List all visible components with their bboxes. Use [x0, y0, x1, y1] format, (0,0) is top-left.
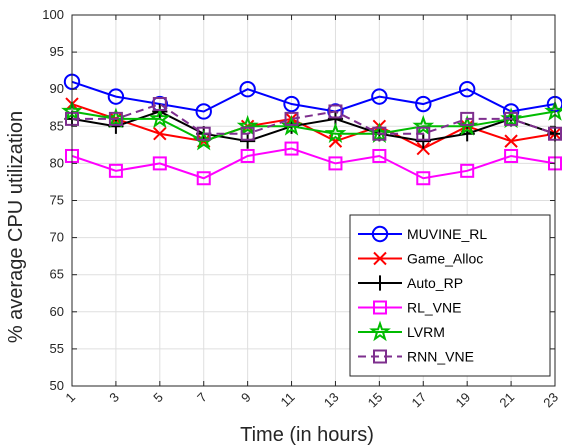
- data-point-rl-vne: [504, 148, 519, 163]
- y-tick-label: 65: [50, 267, 64, 282]
- y-tick-label: 85: [50, 118, 64, 133]
- data-point-rnn-vne: [108, 111, 123, 126]
- legend-entry-lvrm: LVRM: [358, 320, 445, 342]
- legend-box: [349, 214, 551, 377]
- data-point-rnn-vne: [284, 111, 299, 126]
- data-point-muvine-rl: [239, 81, 256, 98]
- legend-label-rl-vne: RL_VNE: [407, 300, 461, 316]
- legend-marker-rnn-vne: [373, 349, 387, 364]
- data-point-muvine-rl: [371, 88, 388, 105]
- data-point-muvine-rl: [195, 103, 212, 120]
- data-point-lvrm: [148, 107, 171, 129]
- y-tick-label: 75: [50, 193, 64, 208]
- y-tick-label: 60: [50, 304, 64, 319]
- legend-entry-rl-vne: RL_VNE: [358, 300, 461, 316]
- data-point-rnn-vne: [196, 126, 211, 141]
- y-axis-label: % average CPU utilization: [5, 111, 27, 343]
- data-point-game-alloc: [504, 134, 518, 148]
- y-tick-label: 95: [50, 44, 64, 59]
- data-point-rl-vne: [372, 148, 387, 163]
- data-point-rnn-vne: [416, 126, 431, 141]
- data-point-rnn-vne: [372, 126, 387, 141]
- data-point-rnn-vne: [328, 104, 343, 119]
- data-point-rl-vne: [284, 141, 299, 156]
- legend-label-muvine-rl: MUVINE_RL: [407, 226, 487, 242]
- data-point-rnn-vne: [240, 126, 255, 141]
- legend-label-lvrm: LVRM: [407, 324, 445, 340]
- y-tick-label: 70: [50, 230, 64, 245]
- legend-entry-muvine-rl: MUVINE_RL: [358, 225, 487, 243]
- y-tick-label: 80: [50, 155, 64, 170]
- data-point-muvine-rl: [107, 88, 125, 105]
- data-point-rl-vne: [416, 171, 431, 186]
- data-point-muvine-rl: [283, 95, 300, 113]
- legend-entry-auto-rp: Auto_RP: [358, 275, 463, 291]
- data-point-rl-vne: [108, 163, 123, 178]
- data-point-muvine-rl: [458, 81, 476, 98]
- legend-label-game-alloc: Game_Alloc: [407, 251, 483, 267]
- series-layer: [61, 73, 562, 186]
- data-point-rl-vne: [328, 156, 343, 171]
- series-line-auto-rp: [71, 110, 556, 143]
- data-point-lvrm: [236, 114, 259, 136]
- y-tick-label: 100: [42, 7, 64, 22]
- legend: MUVINE_RL Game_Alloc Auto_RP RL_VNE LVRM RNN_…: [349, 214, 551, 377]
- data-point-rnn-vne: [460, 111, 475, 126]
- legend-marker-lvrm: [369, 320, 391, 342]
- legend-marker-rl-vne: [373, 300, 387, 315]
- legend-label-auto-rp: Auto_RP: [407, 275, 463, 291]
- data-point-rl-vne: [152, 156, 167, 171]
- data-point-rl-vne: [196, 171, 211, 186]
- data-point-muvine-rl: [415, 95, 432, 113]
- legend-marker-auto-rp: [372, 275, 388, 291]
- data-point-game-alloc: [153, 127, 167, 141]
- series-line-rl-vne: [71, 147, 556, 180]
- data-point-rnn-vne: [152, 97, 167, 112]
- legend-label-rnn-vne: RNN_VNE: [407, 349, 474, 365]
- data-point-auto-rp: [415, 133, 431, 149]
- legend-marker-muvine-rl: [371, 225, 389, 243]
- legend-marker-game-alloc: [373, 251, 387, 266]
- series-muvine-rl: [63, 73, 562, 120]
- data-point-rl-vne: [240, 148, 255, 163]
- series-line-rnn-vne: [72, 102, 556, 135]
- legend-entry-game-alloc: Game_Alloc: [358, 251, 483, 267]
- data-point-lvrm: [324, 122, 347, 143]
- data-point-lvrm: [412, 114, 435, 136]
- y-tick-label: 90: [50, 81, 64, 96]
- y-tick-label: 50: [50, 378, 64, 393]
- data-point-rl-vne: [460, 163, 475, 178]
- x-axis-label: Time (in hours): [240, 424, 374, 446]
- data-point-rnn-vne: [504, 111, 519, 126]
- legend-entry-rnn-vne: RNN_VNE: [358, 349, 474, 365]
- y-tick-label: 55: [50, 341, 64, 356]
- data-point-auto-rp: [240, 133, 256, 149]
